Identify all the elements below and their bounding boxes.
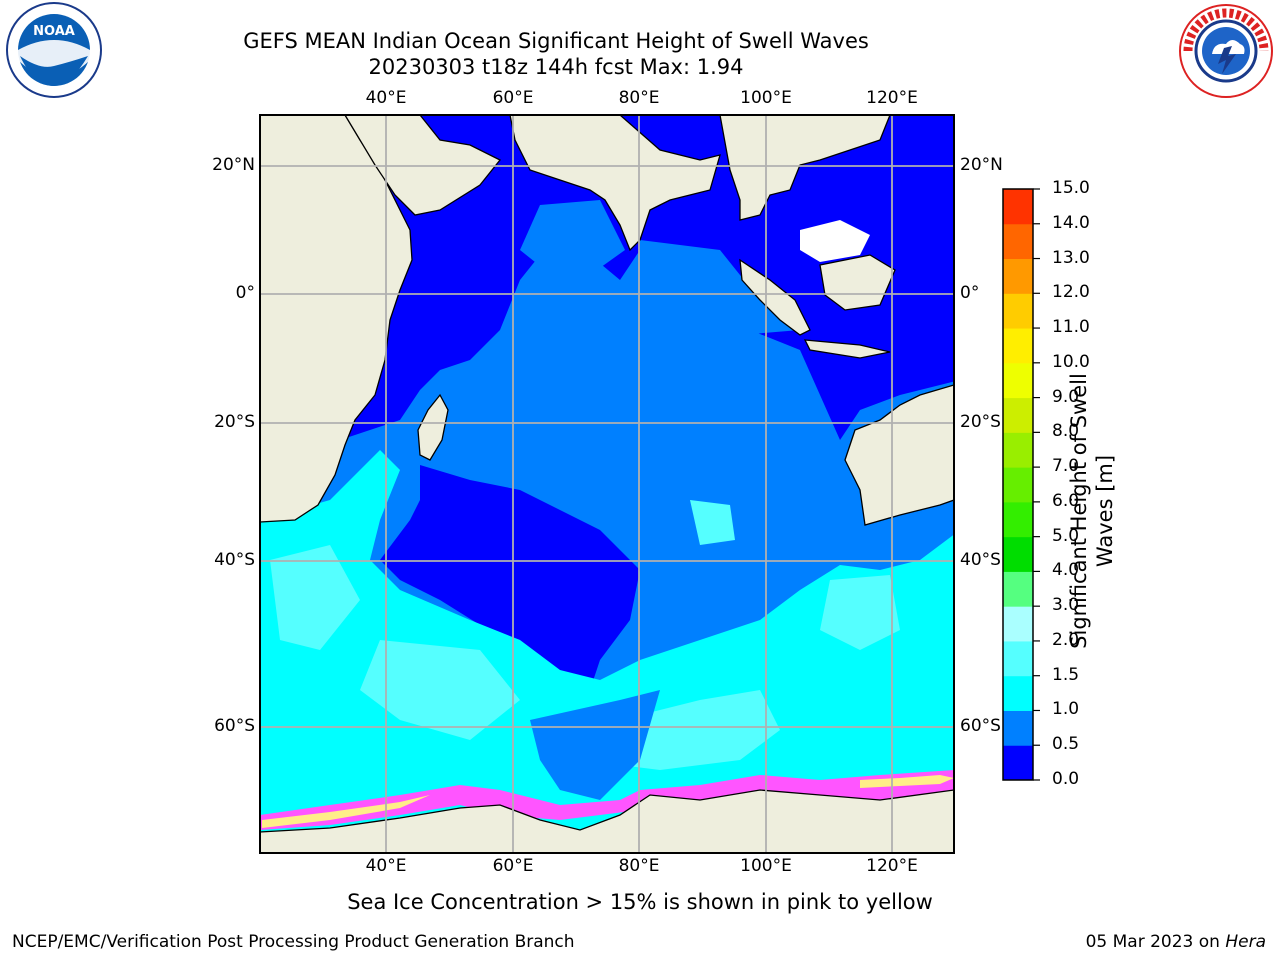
footer-date-text: 05 Mar 2023 on bbox=[1085, 932, 1226, 952]
land-se-asia bbox=[719, 115, 891, 221]
colorbar-tick-label: 9.0 bbox=[1052, 386, 1080, 407]
lon-tick-bottom: 40°E bbox=[365, 856, 407, 876]
lat-tick-right: 20°S bbox=[960, 412, 1001, 432]
lat-tick-right: 0° bbox=[960, 283, 980, 303]
nws-logo bbox=[1179, 4, 1273, 98]
colorbar-tick-label: 6.0 bbox=[1052, 490, 1080, 511]
colorbar-label: Significant Height of Swell Waves [m] bbox=[1066, 331, 1118, 691]
land-antarctica bbox=[260, 789, 954, 853]
colorbar-swatch bbox=[1003, 432, 1033, 468]
colorbar-tick-label: 7.0 bbox=[1052, 456, 1080, 477]
colorbar bbox=[1003, 188, 1040, 781]
noaa-logo: NOAA bbox=[6, 2, 102, 98]
ocean-cyan-south bbox=[260, 450, 954, 853]
map-subtitle: 20230303 t18z 144h fcst Max: 1.94 bbox=[368, 55, 744, 79]
lon-tick-bottom: 80°E bbox=[618, 856, 660, 876]
lon-tick-top: 40°E bbox=[365, 88, 407, 108]
land-arabia bbox=[344, 115, 502, 216]
colorbar-label-line2: Waves [m] bbox=[1093, 454, 1117, 568]
colorbar-frame bbox=[1002, 188, 1034, 781]
lon-tick-top: 60°E bbox=[492, 88, 534, 108]
footer-machine: Hera bbox=[1225, 932, 1266, 952]
colorbar-tick-label: 14.0 bbox=[1052, 212, 1090, 233]
map-frame bbox=[259, 114, 955, 854]
lon-tick-top: 100°E bbox=[740, 88, 792, 108]
colorbar-swatch bbox=[1003, 223, 1033, 260]
colorbar-tick-label: 11.0 bbox=[1052, 317, 1090, 338]
land-sumatra bbox=[739, 258, 811, 336]
lon-tick-top: 80°E bbox=[618, 88, 660, 108]
colorbar-tick-label: 5.0 bbox=[1052, 525, 1080, 546]
lon-tick-bottom: 120°E bbox=[866, 856, 918, 876]
lat-tick-left: 0° bbox=[235, 283, 255, 303]
lon-tick-bottom: 100°E bbox=[740, 856, 792, 876]
colorbar-swatch bbox=[1003, 328, 1033, 364]
footer-branch: NCEP/EMC/Verification Post Processing Pr… bbox=[12, 932, 575, 952]
colorbar-tick-label: 4.0 bbox=[1052, 560, 1080, 581]
colorbar-label-line1: Significant Height of Swell bbox=[1067, 373, 1091, 649]
colorbar-tick-label: 13.0 bbox=[1052, 247, 1090, 268]
colorbar-tick-label: 15.0 bbox=[1052, 178, 1090, 198]
colorbar-tick-label: 12.0 bbox=[1052, 282, 1090, 303]
footer-date: 05 Mar 2023 on Hera bbox=[1086, 932, 1266, 952]
colorbar-tick-label: 1.0 bbox=[1052, 699, 1080, 720]
colorbar-tick-label: 0.5 bbox=[1052, 734, 1080, 755]
land-madagascar bbox=[417, 393, 449, 461]
colorbar-swatch bbox=[1003, 189, 1033, 225]
sea-ice-note: Sea Ice Concentration > 15% is shown in … bbox=[347, 890, 933, 914]
colorbar-swatch bbox=[1003, 536, 1033, 572]
lat-tick-right: 40°S bbox=[960, 550, 1001, 570]
colorbar-tick-label: 2.0 bbox=[1052, 629, 1080, 650]
lon-tick-top: 120°E bbox=[866, 88, 918, 108]
land-india bbox=[509, 115, 721, 252]
lat-tick-right: 60°S bbox=[960, 716, 1001, 736]
colorbar-swatch bbox=[1003, 258, 1033, 294]
colorbar-swatch bbox=[1003, 675, 1033, 711]
colorbar-swatch bbox=[1003, 397, 1033, 433]
colorbar-tick-label: 8.0 bbox=[1052, 421, 1080, 442]
lat-tick-left: 40°S bbox=[214, 550, 255, 570]
graticule bbox=[260, 115, 954, 853]
colorbar-tick-label: 1.5 bbox=[1052, 664, 1080, 685]
colorbar-swatch bbox=[1003, 640, 1033, 677]
colorbar-swatch bbox=[1003, 571, 1033, 607]
colorbar-swatch bbox=[1003, 293, 1033, 329]
colorbar-swatch bbox=[1003, 467, 1033, 503]
colorbar-tick-label: 0.0 bbox=[1052, 769, 1080, 789]
lat-tick-left: 20°S bbox=[214, 412, 255, 432]
land-borneo bbox=[819, 254, 896, 311]
colorbar-swatch bbox=[1003, 745, 1033, 781]
map-title: GEFS MEAN Indian Ocean Significant Heigh… bbox=[243, 29, 869, 53]
lat-tick-left: 20°N bbox=[212, 155, 255, 175]
lon-tick-bottom: 60°E bbox=[492, 856, 534, 876]
colorbar-tick-label: 10.0 bbox=[1052, 351, 1090, 372]
land-java bbox=[803, 339, 891, 359]
svg-text:NOAA: NOAA bbox=[33, 24, 75, 39]
colorbar-swatch bbox=[1003, 606, 1033, 642]
lat-tick-left: 60°S bbox=[214, 716, 255, 736]
lat-tick-right: 20°N bbox=[960, 155, 1003, 175]
colorbar-swatch bbox=[1003, 362, 1033, 399]
colorbar-swatch bbox=[1003, 501, 1033, 538]
colorbar-tick-label: 3.0 bbox=[1052, 595, 1080, 616]
ocean-deep-blue-south bbox=[380, 465, 640, 690]
land-australia bbox=[844, 384, 954, 526]
sea-ice-band bbox=[260, 770, 954, 830]
map-field bbox=[260, 115, 954, 853]
colorbar-swatch bbox=[1003, 710, 1033, 746]
